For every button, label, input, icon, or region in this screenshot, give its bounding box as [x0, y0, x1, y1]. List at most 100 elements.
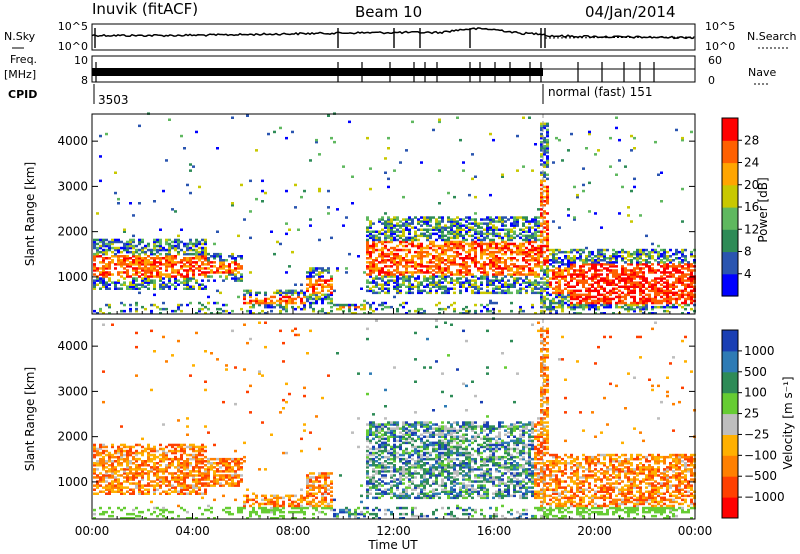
data-cell	[453, 283, 456, 286]
data-cell	[651, 289, 654, 293]
data-cell	[390, 265, 393, 268]
data-cell	[690, 265, 693, 268]
data-cell	[558, 287, 561, 290]
data-cell	[468, 269, 471, 272]
data-cell	[501, 246, 504, 250]
data-cell	[393, 226, 396, 229]
data-cell	[540, 301, 543, 305]
data-cell	[324, 488, 327, 491]
data-cell	[603, 281, 606, 284]
data-cell	[186, 265, 189, 268]
data-cell	[129, 492, 132, 495]
data-cell	[321, 279, 324, 282]
data-cell	[294, 307, 297, 311]
data-cell	[447, 257, 450, 260]
data-cell	[486, 226, 489, 229]
data-cell	[675, 299, 678, 303]
data-cell	[633, 291, 636, 295]
data-cell	[435, 220, 438, 223]
data-cell	[189, 457, 192, 461]
data-cell	[540, 212, 543, 215]
data-cell	[135, 457, 138, 461]
data-cell	[159, 252, 162, 256]
data-cell	[687, 279, 690, 282]
data-cell	[324, 492, 327, 495]
data-cell	[117, 486, 120, 489]
data-cell	[516, 250, 519, 254]
data-cell	[489, 218, 492, 221]
data-cell	[141, 460, 144, 463]
data-cell	[225, 464, 228, 467]
data-cell	[651, 279, 654, 282]
data-cell	[396, 263, 399, 266]
data-cell	[645, 277, 648, 280]
data-cell	[369, 275, 372, 278]
data-cell	[393, 287, 396, 290]
data-cell	[594, 212, 597, 215]
data-cell	[552, 257, 555, 260]
data-cell	[459, 312, 462, 315]
data-cell	[108, 283, 111, 286]
data-cell	[447, 242, 450, 246]
data-cell	[597, 307, 600, 311]
data-cell	[144, 269, 147, 272]
data-cell	[144, 252, 147, 256]
data-cell	[207, 476, 210, 479]
data-cell	[540, 234, 543, 238]
data-cell	[543, 287, 546, 290]
data-cell	[609, 283, 612, 286]
data-cell	[408, 277, 411, 280]
data-cell	[219, 265, 222, 268]
data-cell	[459, 244, 462, 248]
data-cell	[438, 263, 441, 266]
data-cell	[582, 283, 585, 286]
data-cell	[234, 462, 237, 465]
data-cell	[162, 263, 165, 266]
data-cell	[249, 514, 252, 518]
data-cell	[600, 287, 603, 290]
data-cell	[669, 255, 672, 258]
data-cell	[141, 453, 144, 457]
data-cell	[537, 222, 540, 225]
data-cell	[282, 341, 285, 345]
data-cell	[540, 163, 543, 166]
data-cell	[570, 132, 573, 136]
data-cell	[618, 273, 621, 276]
data-cell	[672, 303, 675, 307]
data-cell	[528, 255, 531, 258]
data-cell	[369, 267, 372, 270]
data-cell	[108, 261, 111, 264]
data-cell	[285, 291, 288, 295]
data-cell	[249, 411, 252, 414]
data-cell	[414, 250, 417, 254]
data-cell	[312, 285, 315, 288]
data-cell	[297, 510, 300, 514]
data-cell	[630, 269, 633, 272]
data-cell	[204, 250, 207, 254]
data-cell	[225, 368, 228, 371]
data-cell	[264, 321, 267, 324]
data-cell	[120, 447, 123, 451]
data-cell	[546, 281, 549, 284]
data-cell	[498, 271, 501, 274]
data-cell	[627, 291, 630, 295]
y-tick-label: 4000	[57, 134, 88, 148]
data-cell	[516, 169, 519, 172]
data-cell	[96, 248, 99, 252]
data-cell	[453, 220, 456, 223]
data-cell	[138, 252, 141, 256]
data-cell	[687, 295, 690, 299]
data-cell	[378, 267, 381, 270]
data-cell	[546, 197, 549, 201]
data-cell	[174, 449, 177, 453]
data-cell	[252, 299, 255, 303]
data-cell	[555, 291, 558, 295]
data-cell	[210, 484, 213, 487]
data-cell	[675, 271, 678, 274]
data-cell	[192, 468, 195, 471]
data-cell	[504, 246, 507, 250]
data-cell	[588, 255, 591, 258]
data-cell	[150, 460, 153, 463]
data-cell	[135, 470, 138, 473]
data-cell	[99, 457, 102, 461]
